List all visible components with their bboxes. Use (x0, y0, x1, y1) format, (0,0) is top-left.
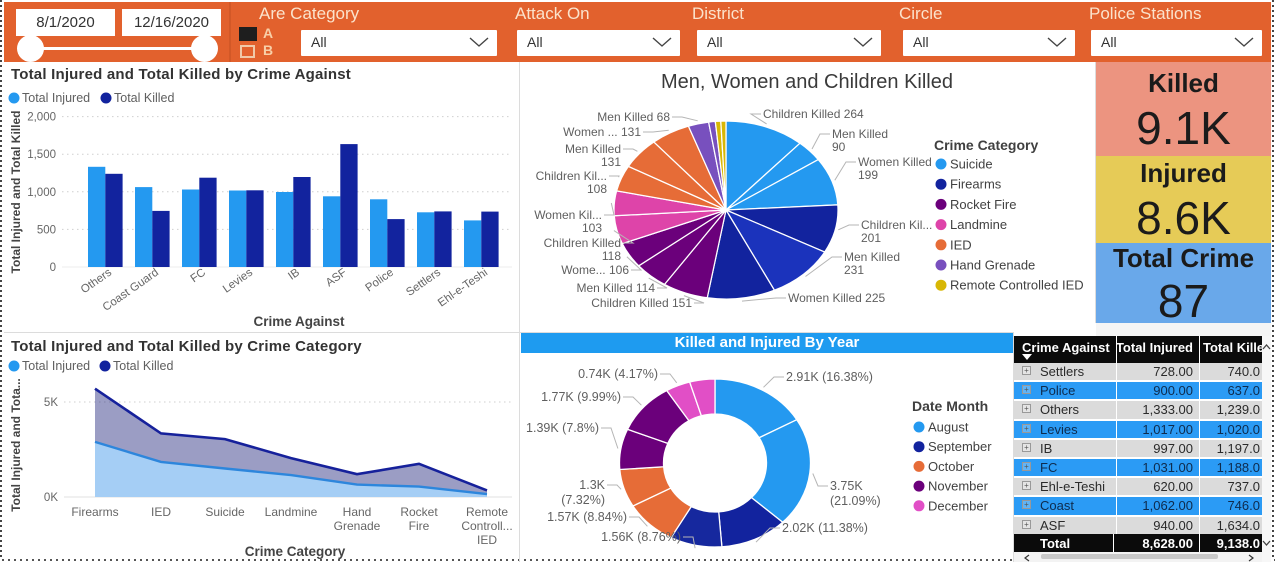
svg-text:Hand: Hand (343, 505, 372, 519)
svg-text:Firearms: Firearms (71, 505, 118, 519)
svg-text:Suicide: Suicide (205, 505, 245, 519)
svg-text:Total Killed: Total Killed (113, 359, 173, 373)
svg-text:1,500: 1,500 (27, 149, 56, 161)
svg-text:FC: FC (189, 267, 208, 286)
svg-text:3.75K: 3.75K (830, 479, 863, 493)
svg-text:August: August (928, 420, 969, 435)
svg-text:1.39K (7.8%): 1.39K (7.8%) (526, 421, 599, 435)
svg-text:1.57K (8.84%): 1.57K (8.84%) (547, 510, 627, 524)
svg-text:1.56K (8.76%): 1.56K (8.76%) (601, 530, 681, 544)
svg-text:500: 500 (37, 224, 56, 236)
svg-text:103: 103 (582, 221, 602, 235)
svg-text:Firearms: Firearms (950, 177, 1002, 192)
svg-text:2,000: 2,000 (27, 112, 56, 124)
svg-text:Controll...: Controll... (461, 519, 512, 533)
svg-text:199: 199 (858, 168, 878, 182)
svg-text:2.02K (11.38%): 2.02K (11.38%) (782, 521, 868, 535)
svg-text:(21.09%): (21.09%) (830, 494, 881, 508)
svg-text:Suicide: Suicide (950, 157, 993, 172)
svg-text:Levies: Levies (221, 266, 255, 295)
svg-text:Women Kil...: Women Kil... (534, 208, 602, 222)
svg-text:Fire: Fire (409, 519, 430, 533)
svg-text:Women Killed: Women Killed (858, 155, 932, 169)
svg-text:1,000: 1,000 (27, 187, 56, 199)
svg-text:Men Killed 68: Men Killed 68 (597, 110, 670, 124)
svg-text:IED: IED (950, 237, 972, 252)
svg-text:IED: IED (477, 533, 497, 547)
svg-text:Crime Category: Crime Category (245, 544, 346, 559)
svg-text:Grenade: Grenade (334, 519, 381, 533)
svg-text:Hand Grenade: Hand Grenade (950, 258, 1035, 273)
svg-text:Wome... 106: Wome... 106 (561, 263, 629, 277)
svg-text:ASF: ASF (324, 267, 349, 290)
svg-text:Total Injured: Total Injured (22, 91, 90, 105)
svg-text:IED: IED (151, 505, 171, 519)
svg-text:Men Killed: Men Killed (844, 250, 900, 264)
svg-text:November: November (928, 479, 989, 494)
svg-text:Children Killed 151: Children Killed 151 (591, 296, 692, 310)
svg-text:October: October (928, 459, 975, 474)
svg-text:90: 90 (832, 140, 846, 154)
svg-text:Rocket Fire: Rocket Fire (950, 197, 1016, 212)
svg-text:108: 108 (587, 182, 607, 196)
svg-text:Landmine: Landmine (950, 217, 1007, 232)
svg-text:Crime Category: Crime Category (934, 137, 1038, 153)
svg-text:Women Killed 225: Women Killed 225 (788, 291, 885, 305)
svg-text:Total Injured: Total Injured (22, 359, 90, 373)
svg-text:118: 118 (602, 249, 621, 263)
svg-text:(7.32%): (7.32%) (561, 493, 605, 507)
svg-text:December: December (928, 498, 989, 513)
svg-text:Crime Against: Crime Against (253, 314, 345, 329)
svg-text:Total Injured and Total Killed: Total Injured and Total Killed (9, 111, 23, 274)
svg-text:Remote Controlled IED: Remote Controlled IED (950, 278, 1084, 293)
svg-text:Men, Women and Children Killed: Men, Women and Children Killed (661, 71, 953, 93)
svg-text:0K: 0K (44, 492, 58, 504)
svg-text:Children Kil...: Children Kil... (536, 169, 607, 183)
svg-text:Others: Others (79, 266, 114, 296)
svg-text:Rocket: Rocket (400, 505, 438, 519)
svg-text:0: 0 (50, 262, 56, 274)
svg-text:Women ... 131: Women ... 131 (563, 125, 641, 139)
svg-text:Settlers: Settlers (404, 266, 443, 298)
svg-text:Ehl-e-Teshi: Ehl-e-Teshi (436, 267, 490, 310)
svg-text:Remote: Remote (466, 505, 508, 519)
svg-text:Men Killed: Men Killed (832, 127, 888, 141)
svg-text:Date Month: Date Month (912, 398, 988, 414)
svg-text:Children Killed: Children Killed (544, 236, 621, 250)
svg-text:231: 231 (844, 263, 864, 277)
svg-text:Landmine: Landmine (265, 505, 318, 519)
svg-text:5K: 5K (44, 397, 58, 409)
svg-text:201: 201 (861, 231, 881, 245)
svg-text:September: September (928, 439, 992, 454)
svg-text:Total Killed: Total Killed (114, 91, 174, 105)
svg-text:IB: IB (286, 266, 302, 282)
svg-text:Police: Police (363, 267, 396, 295)
svg-text:Children Killed 264: Children Killed 264 (763, 107, 864, 121)
svg-text:Total Injured and Tota...: Total Injured and Tota... (9, 378, 23, 512)
svg-text:1.77K (9.99%): 1.77K (9.99%) (541, 390, 621, 404)
svg-text:0.74K (4.17%): 0.74K (4.17%) (578, 367, 658, 381)
svg-text:1.3K: 1.3K (579, 478, 605, 492)
svg-text:Children Kil...: Children Kil... (861, 218, 932, 232)
svg-text:Men Killed: Men Killed (565, 142, 621, 156)
svg-text:131: 131 (601, 155, 621, 169)
svg-text:2.91K (16.38%): 2.91K (16.38%) (786, 370, 873, 384)
svg-text:Men Killed 114: Men Killed 114 (577, 281, 656, 295)
